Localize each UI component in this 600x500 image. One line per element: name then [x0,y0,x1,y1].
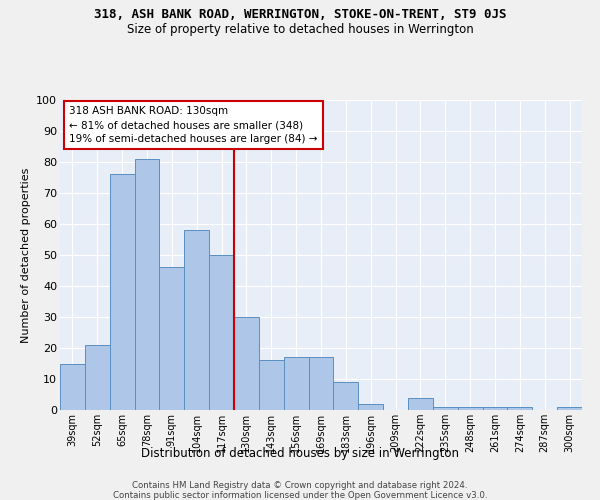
Bar [184,230,209,410]
Bar [458,407,482,410]
Bar [557,407,582,410]
Text: 318, ASH BANK ROAD, WERRINGTON, STOKE-ON-TRENT, ST9 0JS: 318, ASH BANK ROAD, WERRINGTON, STOKE-ON… [94,8,506,20]
Text: 318 ASH BANK ROAD: 130sqm
← 81% of detached houses are smaller (348)
19% of semi: 318 ASH BANK ROAD: 130sqm ← 81% of detac… [69,106,317,144]
Bar [482,407,508,410]
Y-axis label: Number of detached properties: Number of detached properties [20,168,31,342]
Bar [234,317,259,410]
Bar [134,159,160,410]
Bar [308,358,334,410]
Bar [110,174,134,410]
Bar [433,407,458,410]
Bar [60,364,85,410]
Bar [209,255,234,410]
Text: Distribution of detached houses by size in Werrington: Distribution of detached houses by size … [141,448,459,460]
Bar [284,358,308,410]
Bar [259,360,284,410]
Bar [160,268,184,410]
Bar [85,345,110,410]
Text: Size of property relative to detached houses in Werrington: Size of property relative to detached ho… [127,22,473,36]
Bar [358,404,383,410]
Bar [508,407,532,410]
Bar [408,398,433,410]
Text: Contains HM Land Registry data © Crown copyright and database right 2024.: Contains HM Land Registry data © Crown c… [132,481,468,490]
Text: Contains public sector information licensed under the Open Government Licence v3: Contains public sector information licen… [113,491,487,500]
Bar [334,382,358,410]
